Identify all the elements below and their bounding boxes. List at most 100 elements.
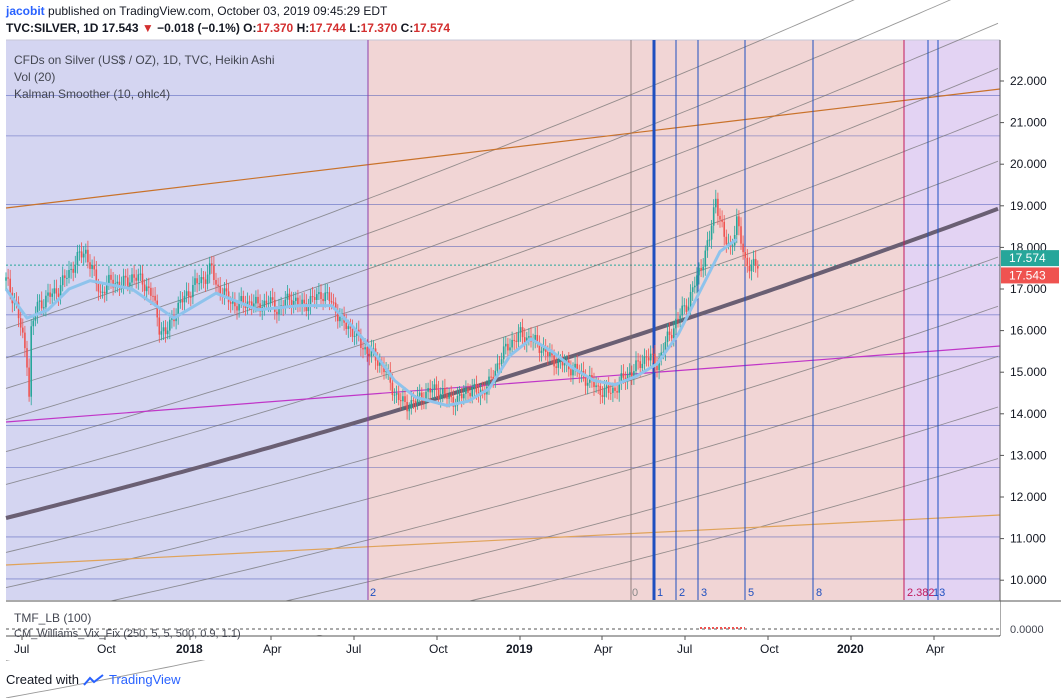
candle-body [59,285,62,297]
price-tick-label: 15.000 [1010,365,1047,379]
candle-body [112,279,114,288]
candle-body [305,303,308,312]
candle-body [475,383,478,393]
candle-body [68,269,70,278]
candle-body [746,257,749,266]
candle-body [40,300,43,309]
candle-body [561,359,564,366]
candle-body [725,236,728,245]
candle-body [162,327,165,332]
published-text: published on TradingView.com, October 03… [48,4,388,18]
candle-body [456,395,459,406]
time-tick-label: Apr [594,642,613,656]
candle-body [494,370,497,380]
time-tick-label: Oct [760,642,779,656]
candle-body [614,387,616,391]
candle-body [452,397,455,407]
time-axis[interactable]: Jul Oct 2018 Apr Jul Oct 2019 Apr Jul Oct 2020 Apr [0,635,1061,660]
candle-body [465,388,467,394]
candle-body [219,286,221,296]
candle-body [101,291,104,293]
candle-body [286,293,289,300]
time-tick-label: Oct [429,642,448,656]
candle-body [467,388,469,393]
candle-body [334,302,337,313]
fib-label: 8 [816,587,822,599]
open-label: O: [243,21,257,35]
candle-body [748,265,751,272]
candle-body [322,299,324,302]
candle-body [135,277,137,281]
candle-body [444,388,446,394]
candle-body [490,376,492,378]
candle-body [626,374,629,382]
close-value: 17.574 [413,21,451,35]
candle-body [217,284,219,287]
candle-body [74,265,77,273]
price-axis[interactable]: 22.00021.00020.00019.00018.00017.00016.0… [999,40,1061,640]
candle-body [719,215,721,220]
candle-body [635,360,637,372]
candle-body [723,221,725,237]
candle-body [166,330,169,335]
ohlc-header: TVC:SILVER, 1D 17.543 ▼ −0.018 (−0.1%) O… [6,21,450,35]
candle-body [559,359,562,361]
candle-body [129,282,131,286]
price-tick-label: 20.000 [1010,157,1047,171]
fan-curve [5,0,855,329]
time-tick-label: Jul [14,642,29,656]
tradingview-logo-icon [83,673,104,686]
author-name[interactable]: jacobit [6,4,45,18]
candle-body [418,392,421,396]
candle-body [192,284,194,298]
last-price: 17.543 [101,21,139,35]
candle-body [158,317,161,335]
tradingview-brand[interactable]: TradingView [108,672,181,687]
candle-body [536,334,539,343]
candle-body [685,305,688,312]
candle-body [744,252,746,258]
candle-body [45,295,47,308]
candle-body [351,328,354,337]
candle-body [274,299,276,312]
candle-body [257,296,259,304]
candle-body [706,240,709,251]
candle-body [200,277,203,284]
candle-body [681,305,683,316]
candle-body [250,301,253,308]
candle-body [702,266,704,271]
candle-body [742,243,744,253]
candle-body [89,262,91,269]
candle-body [740,226,742,244]
candle-body [313,297,316,300]
candle-body [307,305,310,312]
candle-body [736,216,738,235]
candle-body [463,393,465,399]
candle-body [80,251,83,258]
publish-header: jacobit published on TradingView.com, Oc… [6,4,387,18]
candle-body [414,401,417,404]
candle-body [124,275,127,278]
candle-body [139,273,142,275]
candle-body [30,326,32,397]
fan-curve [5,67,999,421]
candle-body [181,300,184,303]
candle-body [402,396,404,402]
candle-body [507,343,509,351]
candle-body [406,402,408,412]
candle-body [496,363,499,371]
candle-body [238,301,240,311]
candle-body [232,300,234,304]
candle-body [242,296,245,305]
close-label: C: [400,21,414,35]
candle-body [433,384,436,390]
candle-body [93,265,95,270]
candle-body [404,396,406,403]
candle-body [267,303,270,305]
candle-body [78,251,81,253]
price-badge-label: 17.574 [1009,251,1046,265]
candle-body [185,291,188,296]
candle-body [372,348,375,350]
candle-body [110,274,112,280]
